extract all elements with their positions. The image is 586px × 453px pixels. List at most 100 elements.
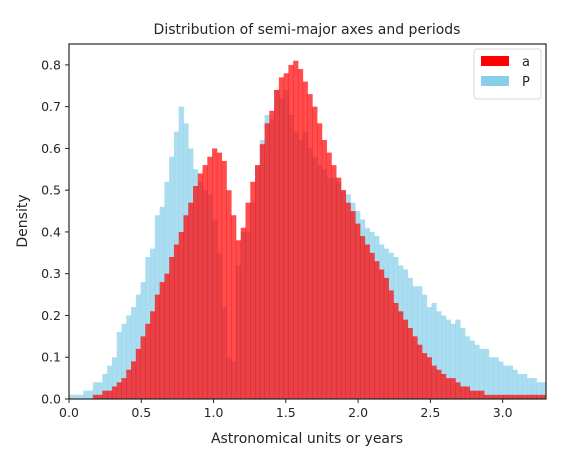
histogram-bar-a	[426, 357, 432, 399]
histogram-bar-a	[455, 382, 461, 399]
histogram-bar-P	[531, 378, 537, 399]
y-tick-label: 0.1	[41, 350, 61, 365]
histogram-bar-P	[450, 323, 456, 399]
histogram-bar-P	[78, 394, 84, 399]
ticks-layer: 0.0 0.5 1.0 1.5 2.0 2.5 3.0 0.0 0.1 0.2 0.3 0.4 0.5 0…	[41, 57, 513, 420]
histogram-bar-a	[116, 382, 122, 399]
legend-label-P: P	[522, 75, 530, 90]
histogram-bar-P	[426, 307, 432, 399]
histogram-bar-a	[240, 227, 246, 399]
histogram-bar-a	[297, 69, 304, 399]
histogram-bar-a	[126, 369, 132, 399]
histogram-bar-a	[436, 369, 442, 399]
histogram-bar-a	[379, 269, 385, 399]
histogram-bar-a	[121, 378, 127, 399]
histogram-bar-P	[512, 369, 518, 399]
histogram-bar-a	[92, 394, 99, 399]
histogram-bar-a	[522, 394, 528, 399]
histogram-bar-P	[517, 373, 523, 399]
histogram-bar-P	[436, 311, 442, 399]
histogram-bar-a	[431, 365, 437, 399]
y-tick-label: 0.2	[41, 308, 61, 323]
histogram-bar-a	[507, 394, 514, 399]
histogram-bar-P	[493, 357, 499, 399]
legend-swatch-a	[481, 56, 509, 66]
histogram-bar-P	[460, 328, 466, 399]
histogram-bar-a	[250, 181, 256, 399]
histogram-bar-a	[388, 290, 394, 399]
histogram-bar-a	[441, 373, 447, 399]
histogram-bar-a	[145, 323, 151, 399]
histogram-bar-P	[479, 348, 485, 399]
histogram-bar-a	[512, 394, 518, 399]
histogram-bar-a	[169, 257, 175, 399]
histogram-bar-a	[460, 386, 466, 399]
histogram-bar-P	[417, 286, 423, 399]
histogram-bar-a	[402, 319, 409, 399]
histogram-bar-a	[231, 215, 237, 399]
histogram-bar-P	[107, 365, 113, 399]
x-tick-label: 1.0	[204, 405, 224, 420]
histogram-bar-a	[421, 353, 428, 399]
histogram-bar-a	[517, 394, 523, 399]
histogram-bar-a	[417, 344, 423, 399]
histogram-bar-a	[173, 244, 180, 399]
histogram-bar-a	[493, 394, 499, 399]
histogram-bar-a	[107, 390, 113, 399]
histogram-bar-a	[488, 394, 494, 399]
histogram-bar-a	[274, 89, 280, 399]
histogram-bar-a	[340, 190, 347, 399]
histogram-bar-P	[135, 294, 141, 399]
histogram-bar-P	[507, 365, 514, 399]
y-axis-label: Density	[15, 194, 31, 247]
histogram-bar-P	[421, 294, 428, 399]
histogram-bar-a	[321, 140, 327, 399]
histogram-bar-a	[288, 64, 294, 399]
x-tick-label: 0.0	[59, 405, 79, 420]
histogram-bar-a	[269, 110, 275, 399]
histogram-bar-P	[474, 344, 480, 399]
histogram-bar-a	[336, 177, 342, 399]
histogram-bar-a	[207, 156, 213, 399]
y-tick-label: 0.3	[41, 266, 61, 281]
histogram-bar-a	[383, 277, 389, 399]
histogram-bar-P	[69, 394, 75, 399]
histogram-bar-a	[97, 394, 103, 399]
histogram-bar-a	[164, 273, 170, 399]
histogram-bar-a	[479, 390, 485, 399]
histogram-bar-a	[331, 165, 337, 399]
histogram-bar-a	[498, 394, 504, 399]
histogram-bar-a	[159, 282, 165, 399]
histogram-bar-a	[317, 123, 323, 399]
histogram-bar-P	[73, 394, 79, 399]
histogram-bar-a	[135, 348, 141, 399]
histogram-bar-a	[364, 244, 370, 399]
x-tick-label: 2.5	[420, 405, 440, 420]
histogram-bar-a	[474, 390, 480, 399]
histogram-bar-P	[83, 390, 89, 399]
histogram-bar-P	[116, 332, 122, 399]
histogram-bar-a	[312, 106, 318, 400]
histogram-bar-a	[531, 394, 537, 399]
histogram-bar-P	[488, 357, 494, 399]
histogram-bar-a	[526, 394, 533, 399]
histogram-bar-P	[92, 382, 99, 399]
histogram-bar-P	[541, 382, 547, 399]
histogram-bar-a	[150, 311, 156, 399]
histogram-bar-P	[445, 319, 451, 399]
bars-layer	[69, 60, 547, 400]
histogram-bar-a	[355, 223, 361, 399]
legend: aP	[473, 48, 542, 100]
histogram-bar-P	[102, 373, 108, 399]
x-tick-label: 3.0	[493, 405, 513, 420]
histogram-bar-a	[302, 81, 308, 399]
histogram-bar-a	[293, 60, 299, 400]
histogram-bar-a	[154, 294, 161, 399]
histogram-bar-a	[188, 202, 194, 399]
histogram-bar-P	[111, 357, 118, 399]
histogram-bar-P	[431, 302, 437, 399]
histogram-bar-a	[374, 261, 380, 399]
histogram-bar-P	[97, 382, 103, 399]
histogram-bar-a	[183, 215, 189, 399]
x-axis-label: Astronomical units or years	[211, 431, 403, 447]
